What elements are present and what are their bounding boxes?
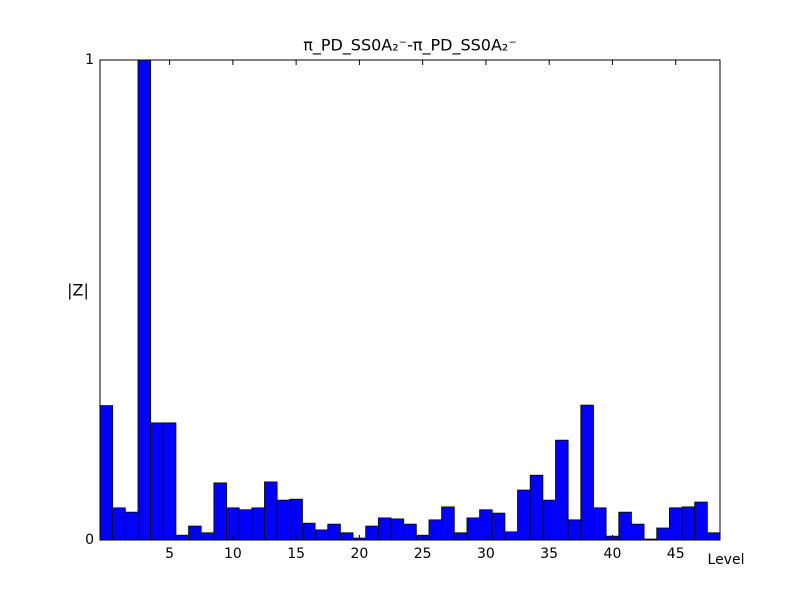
bar [188, 525, 202, 541]
x-tick-label: 15 [287, 546, 305, 562]
bar [213, 482, 227, 541]
bar [264, 481, 278, 541]
bar [580, 404, 594, 541]
plot-frame [99, 59, 721, 541]
x-tick-label: 5 [165, 546, 174, 562]
y-tick-label: 1 [85, 52, 94, 68]
bar [112, 507, 126, 541]
bar [175, 534, 189, 541]
bar [302, 522, 316, 541]
bar [491, 512, 506, 541]
bar [517, 489, 531, 541]
bar [377, 517, 392, 541]
bar [441, 506, 455, 541]
bar [567, 519, 582, 541]
bar [124, 511, 139, 541]
bar [428, 519, 443, 541]
bar [340, 532, 354, 541]
bar [706, 532, 721, 541]
bar [656, 527, 670, 541]
bar [150, 422, 164, 541]
x-tick-label: 35 [540, 546, 558, 562]
bar [162, 422, 177, 541]
y-axis-label: |Z| [67, 281, 89, 300]
bar [276, 499, 291, 541]
x-tick-label: 30 [477, 546, 495, 562]
bar [631, 523, 645, 541]
x-tick-label: 40 [604, 546, 622, 562]
x-tick-label: 10 [224, 546, 242, 562]
bar [529, 474, 544, 541]
bar [289, 498, 303, 541]
bar [542, 499, 556, 541]
bar [694, 501, 708, 541]
bar [453, 532, 468, 541]
bar [390, 518, 405, 541]
x-tick-label: 20 [350, 546, 368, 562]
bar [200, 532, 215, 541]
bar [618, 511, 632, 541]
bar [137, 59, 152, 541]
bar [504, 531, 518, 541]
bar [403, 523, 417, 541]
bar [238, 509, 253, 541]
y-tick-label: 0 [85, 532, 94, 548]
x-tick-label: 45 [667, 546, 685, 562]
bar [327, 523, 341, 541]
bar [681, 506, 696, 541]
bar [593, 507, 607, 541]
bar [365, 525, 379, 541]
bar [314, 529, 329, 541]
bar [555, 439, 569, 541]
x-axis-label: Level [708, 552, 745, 568]
bar [99, 405, 114, 541]
chart-title: π_PD_SS0A₂⁻-π_PD_SS0A₂⁻ [303, 36, 517, 56]
bar [251, 507, 265, 541]
x-tick-label: 25 [414, 546, 432, 562]
bar [466, 517, 480, 541]
